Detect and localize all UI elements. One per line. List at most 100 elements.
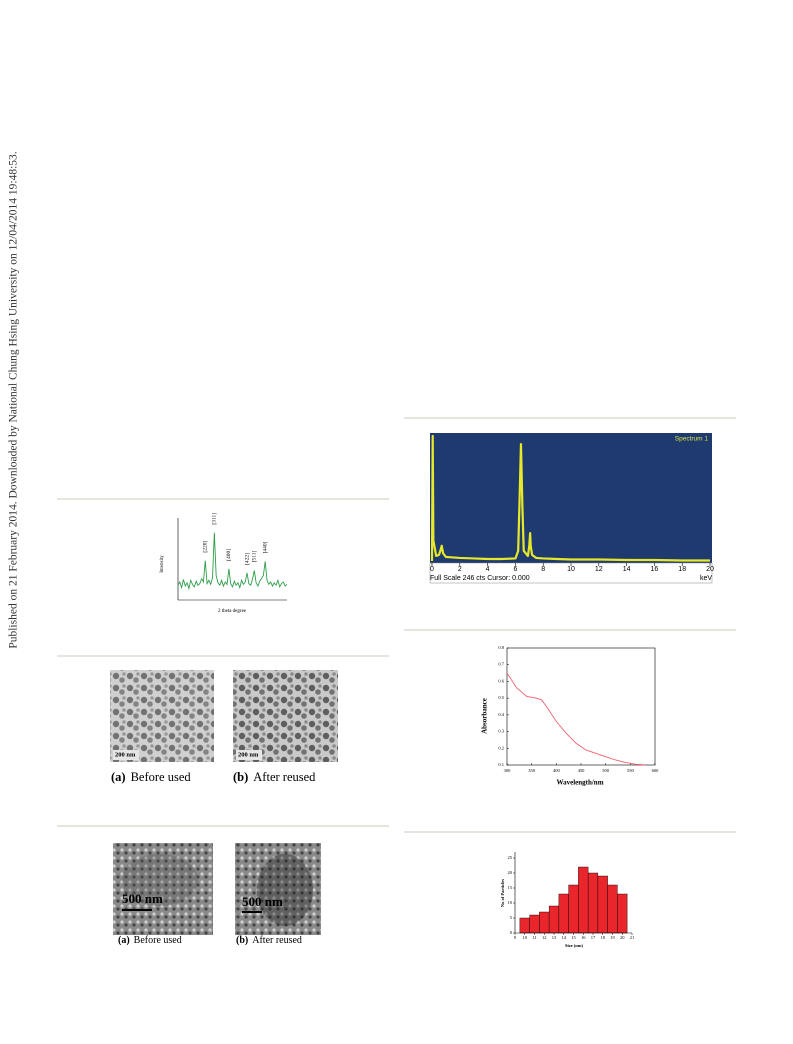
x-tick-label: 300 (504, 768, 512, 773)
rules (57, 417, 736, 833)
bar (578, 866, 589, 934)
caption-text: Before used (131, 770, 192, 784)
eds-footer: Full Scale 246 cts Cursor: 0.000 (430, 575, 530, 582)
y-axis-label: No of Particles (500, 879, 505, 907)
x-tick-label: 450 (578, 768, 586, 773)
x-tick-label: 12 (542, 935, 547, 940)
x-tick-label: 13 (552, 935, 557, 940)
y-tick-label: 0.4 (498, 712, 504, 717)
tem-image-shade (233, 670, 338, 762)
x-tick-label: 400 (553, 768, 561, 773)
bar (568, 884, 579, 934)
x-tick-label: 16 (581, 935, 586, 940)
x-axis-label: Wavelength/nm (556, 779, 603, 787)
tem-figure: 200 nm 200 nm (a) Before used (b) After re… (110, 670, 338, 784)
sem-shade (122, 854, 198, 906)
x-tick-label: 8 (541, 566, 545, 573)
x-tick-label: 0 (430, 566, 434, 573)
x-tick-label: 11 (532, 935, 536, 940)
eds-plot (430, 434, 710, 562)
x-tick-label: 6 (513, 566, 517, 573)
eds-figure: Spectrum 1 Full Scale 246 cts Cursor: 0.… (429, 433, 714, 584)
x-tick-label: 550 (627, 768, 635, 773)
spectrum-title: Spectrum 1 (675, 436, 709, 443)
y-tick-label: 20 (508, 870, 513, 875)
bar (558, 893, 569, 934)
caption-tag: (a) (111, 770, 126, 784)
x-tick-label: 350 (528, 768, 536, 773)
bar (587, 872, 599, 934)
caption-text: After reused (252, 935, 302, 946)
plot-frame (506, 647, 656, 766)
x-tick-label: 18 (601, 935, 606, 940)
sem-image (113, 843, 213, 935)
x-tick-label: 600 (652, 768, 660, 773)
caption-tag: (b) (233, 770, 248, 784)
scale-label: 500 nm (242, 894, 283, 909)
caption: (a) Before used (118, 935, 182, 946)
tem-image (233, 670, 338, 762)
x-tick-label: 16 (651, 566, 659, 573)
scale-label: 200 nm (238, 751, 259, 758)
bar (548, 905, 560, 934)
peak-label: [440] (262, 541, 268, 553)
data-line (506, 672, 646, 766)
histogram-figure: No of Particles Size (nm) 0 5 10 15 20 25 9 10 1… (500, 852, 634, 948)
bar (607, 884, 618, 934)
bar (519, 917, 530, 934)
caption-text: After reused (253, 770, 316, 784)
caption-tag: (b) (236, 935, 248, 946)
scale-box (236, 750, 262, 760)
x-tick-label: 14 (623, 566, 631, 573)
y-tick-label: 0.6 (498, 678, 504, 683)
x-tick-label: 4 (486, 566, 490, 573)
x-tick-label: 20 (620, 935, 625, 940)
y-tick-label: 25 (508, 855, 513, 860)
scale-label: 500 nm (122, 891, 163, 906)
scale-label: 200 nm (115, 751, 136, 758)
x-tick-label: 17 (591, 935, 596, 940)
bar (617, 893, 628, 934)
bar (529, 914, 540, 934)
xrd-figure: Intensity 2 theta degree [220] [311] [400]… (160, 513, 288, 614)
tem-image (110, 670, 214, 762)
y-axis-label: Absorbance (481, 698, 489, 734)
x-tick-label: 12 (595, 566, 603, 573)
caption: (b) After reused (236, 935, 302, 946)
y-tick-label: 0 (510, 930, 513, 935)
y-tick-label: 5 (510, 915, 513, 920)
bar (597, 875, 608, 934)
x-tick-label: 9 (514, 935, 517, 940)
sem-figure: 500 nm 500 nm (a) Before used (b) After re… (113, 843, 321, 946)
scale-box (113, 750, 139, 760)
data-line (177, 532, 288, 591)
x-tick-label: 19 (610, 935, 615, 940)
y-tick-label: 0.1 (498, 762, 504, 767)
sidebar-note: Published on 21 February 2014. Downloade… (8, 151, 20, 648)
tem-image-shade (110, 670, 214, 762)
y-tick-label: 15 (508, 885, 513, 890)
caption-text: Before used (134, 935, 182, 946)
y-tick-label: 0.8 (498, 645, 504, 650)
x-tick-label: 10 (567, 566, 575, 573)
x-tick-label: 500 (602, 768, 610, 773)
eds-plot-area (430, 433, 712, 563)
x-tick-label: 15 (571, 935, 576, 940)
x-axis-label: Size (nm) (565, 943, 584, 948)
caption-tag: (a) (118, 935, 130, 946)
y-tick-label: 0.2 (498, 745, 504, 750)
peak-label: [220] (203, 541, 209, 553)
x-tick-label: 10 (523, 935, 528, 940)
y-tick-label: 10 (508, 900, 513, 905)
y-tick-label: 0.7 (498, 662, 504, 667)
caption: (a) Before used (111, 770, 191, 784)
uv-figure: Absorbance Wavelength/nm 0.1 0.2 0.3 0.4 0.5… (481, 645, 660, 787)
y-tick-label: 0.3 (498, 729, 504, 734)
data-line (430, 434, 710, 562)
eds-unit: keV (700, 575, 712, 582)
x-tick-label: 18 (678, 566, 686, 573)
sem-image (235, 843, 321, 935)
peak-label: [511] (252, 550, 258, 562)
